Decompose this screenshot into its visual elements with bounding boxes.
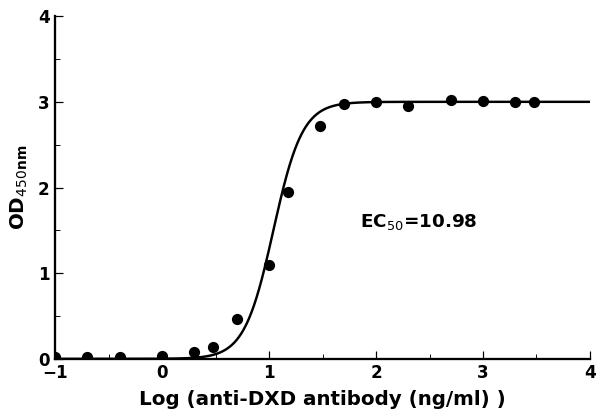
Point — [189, 349, 199, 355]
Point — [404, 103, 413, 110]
Point — [208, 344, 218, 350]
Point — [315, 122, 325, 129]
Point — [157, 353, 167, 359]
Point — [264, 262, 274, 269]
Point — [283, 189, 293, 195]
Point — [115, 354, 125, 360]
Point — [371, 99, 381, 105]
Point — [446, 97, 456, 104]
Point — [50, 354, 60, 360]
Text: EC$_{50}$=10.98: EC$_{50}$=10.98 — [360, 212, 477, 232]
Point — [529, 99, 539, 105]
Point — [511, 99, 520, 105]
X-axis label: Log (anti-DXD antibody (ng/ml) ): Log (anti-DXD antibody (ng/ml) ) — [139, 390, 506, 409]
Point — [339, 100, 348, 107]
Y-axis label: OD$_{450\mathregular{nm}}$: OD$_{450\mathregular{nm}}$ — [9, 145, 30, 230]
Point — [478, 98, 488, 104]
Point — [232, 315, 242, 322]
Point — [82, 354, 92, 360]
